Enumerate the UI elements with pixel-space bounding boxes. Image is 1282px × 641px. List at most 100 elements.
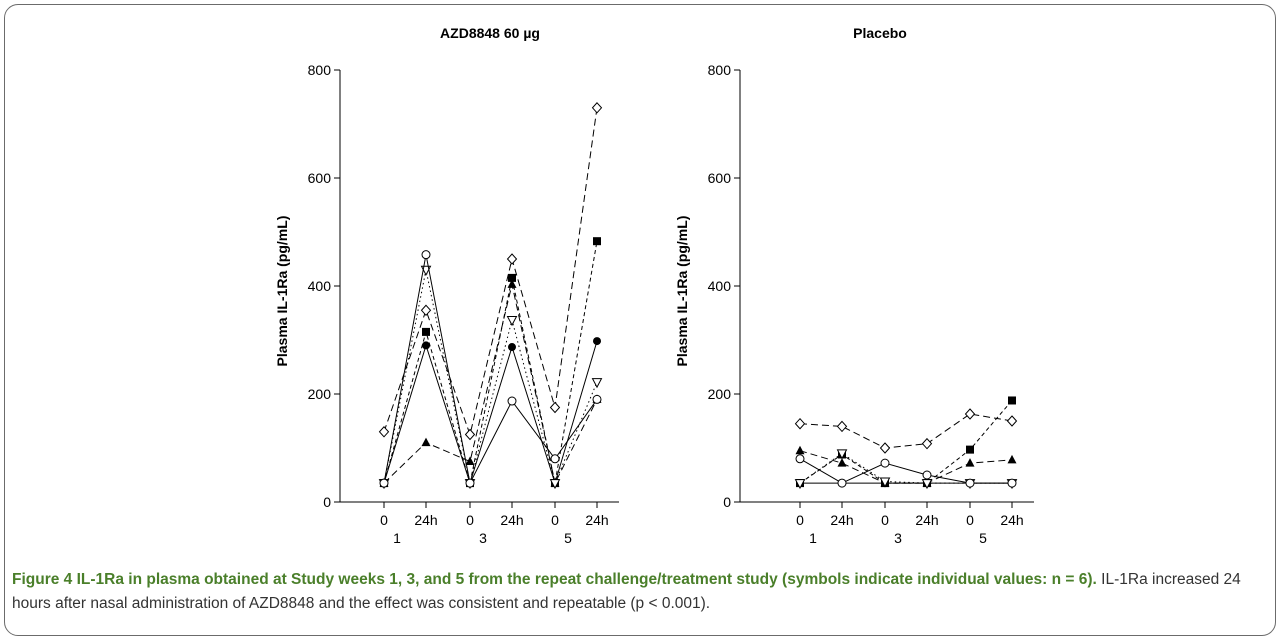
series-6 [795, 454, 1017, 488]
x-week-label: 3 [479, 530, 487, 546]
series-line [799, 450, 1013, 484]
data-point [964, 408, 976, 420]
data-point [508, 273, 516, 282]
y-tick-label: 0 [723, 494, 731, 510]
data-point [422, 327, 430, 336]
data-point [593, 337, 601, 346]
data-point [836, 420, 848, 433]
x-tick-label: 0 [881, 512, 889, 528]
y-tick-label: 400 [708, 278, 732, 294]
data-point [880, 458, 890, 468]
x-tick-label: 24h [414, 512, 437, 528]
series-line [799, 458, 1012, 484]
figure-caption: Figure 4 IL-1Ra in plasma obtained at St… [12, 568, 1267, 616]
x-week-label: 1 [393, 530, 401, 546]
data-point [507, 396, 517, 406]
y-tick-label: 0 [323, 494, 331, 510]
series-1 [378, 102, 603, 441]
data-point [922, 470, 932, 480]
data-point [420, 304, 432, 317]
x-tick-label: 24h [1000, 512, 1023, 528]
x-week-label: 3 [894, 530, 902, 546]
data-point [508, 343, 516, 352]
x-tick-label: 24h [500, 512, 523, 528]
x-axis-title: Study week [452, 557, 529, 560]
data-point [591, 102, 603, 114]
data-point [464, 428, 476, 441]
x-week-label: 5 [564, 530, 572, 546]
x-week-label: 1 [809, 530, 817, 546]
data-point [965, 458, 975, 467]
series-4 [380, 337, 601, 488]
y-axis-title: Plasma IL-1Ra (pg/mL) [274, 216, 290, 367]
x-tick-label: 24h [915, 512, 938, 528]
data-point [550, 454, 560, 464]
data-point [1007, 454, 1017, 464]
data-point [966, 445, 974, 454]
data-point [506, 316, 518, 327]
y-tick-label: 800 [308, 62, 332, 78]
y-tick-label: 200 [308, 386, 332, 402]
data-point [549, 479, 561, 490]
panel-title: AZD8848 60 µg [440, 25, 540, 41]
data-point [465, 478, 475, 488]
data-point [794, 479, 806, 490]
data-point [379, 478, 389, 488]
data-point [1007, 478, 1017, 488]
data-point [795, 454, 805, 464]
series-line [799, 452, 1012, 484]
series-line [799, 400, 1013, 484]
caption-body: IL-1Ra increased 24 hours after nasal ad… [12, 571, 1241, 612]
series-line [383, 284, 598, 485]
series-line [383, 269, 598, 485]
x-tick-label: 0 [380, 512, 388, 528]
x-tick-label: 24h [585, 512, 608, 528]
series-line [383, 107, 598, 437]
series-line [799, 413, 1013, 449]
data-point [836, 449, 848, 460]
data-point [921, 479, 933, 490]
data-point [795, 445, 805, 455]
data-point [837, 478, 847, 488]
data-point [591, 378, 603, 389]
x-tick-label: 0 [551, 512, 559, 528]
data-point [422, 341, 430, 350]
figure-charts: AZD8848 60 µg 0 200 400 600 800 Plasma IL-1Ra … [274, 25, 1034, 560]
y-tick-label: 600 [308, 170, 332, 186]
caption-lead: Figure 4 IL-1Ra in plasma obtained at St… [12, 571, 1097, 588]
y-axis-title: Plasma IL-1Ra (pg/mL) [674, 216, 690, 367]
data-point [421, 250, 431, 260]
y-tick-label: 400 [308, 278, 332, 294]
data-point [506, 253, 518, 265]
y-tick-label: 200 [708, 386, 732, 402]
series-2 [380, 237, 601, 488]
data-point [465, 456, 475, 465]
data-point [965, 478, 975, 488]
x-axis-title: Study week [867, 557, 944, 560]
chart-panel-1: AZD8848 60 µg 0 200 400 600 800 Plasma IL-1Ra … [274, 25, 619, 560]
series-line [383, 340, 598, 485]
data-point [837, 458, 847, 467]
y-tick-label: 800 [708, 62, 732, 78]
data-point [1006, 415, 1018, 427]
data-point [879, 477, 891, 488]
data-point [794, 417, 806, 430]
panel-title: Placebo [853, 25, 907, 41]
series-1 [794, 408, 1018, 454]
data-point [549, 401, 561, 414]
x-tick-label: 24h [830, 512, 853, 528]
data-point [592, 394, 602, 404]
series-line [383, 241, 598, 484]
series-6 [379, 250, 602, 488]
x-tick-label: 0 [966, 512, 974, 528]
data-point [421, 437, 431, 447]
data-point [507, 279, 517, 288]
series-3 [795, 445, 1017, 487]
x-tick-label: 0 [466, 512, 474, 528]
data-point [921, 437, 933, 450]
x-week-label: 5 [979, 530, 987, 546]
data-point [1008, 396, 1016, 405]
data-point [593, 237, 601, 246]
x-tick-label: 0 [796, 512, 804, 528]
data-point [879, 442, 891, 454]
